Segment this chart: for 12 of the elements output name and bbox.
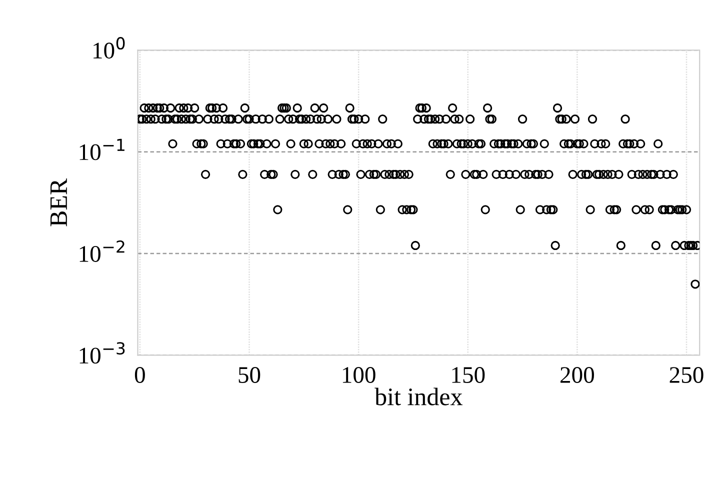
y-tick-label: 10$^{0}$: [94, 37, 125, 59]
y-tick-label: 10$^{−1}$: [80, 138, 124, 160]
x-tick-label: 0: [134, 367, 145, 383]
y-tick-label: 10$^{−2}$: [80, 240, 124, 262]
x-tick-label: 250: [670, 367, 704, 383]
y-tick-label: 10$^{−3}$: [80, 342, 125, 364]
x-tick-label: 150: [452, 367, 485, 383]
x-tick-label: 100: [342, 367, 376, 383]
y-axis-title: BER: [50, 178, 67, 226]
x-axis-title: bit index: [374, 388, 462, 406]
x-tick-label: 200: [560, 367, 594, 383]
x-tick-label: 50: [238, 367, 260, 383]
